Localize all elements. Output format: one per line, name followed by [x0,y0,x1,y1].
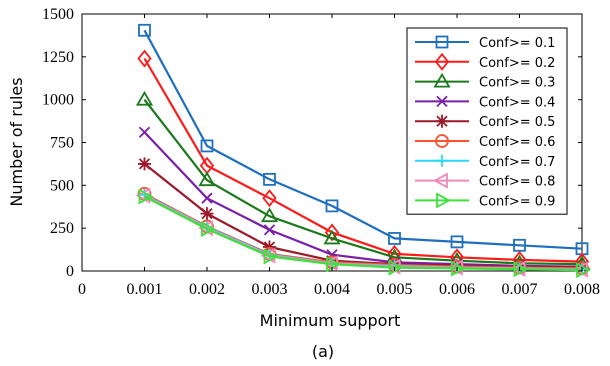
data-point [388,259,404,276]
legend-entry-3: Conf>= 0.3 [415,72,555,91]
x-tick-label: 0.002 [189,281,225,298]
legend-entry-5: Conf>= 0.5 [415,114,555,130]
series-layer [135,23,591,279]
legend-entry-1: Conf>= 0.1 [415,35,555,51]
x-tick-label: 0.007 [502,281,538,298]
series-9 [138,188,591,279]
legend-label: Conf>= 0.7 [479,155,555,170]
series-line [143,195,583,272]
legend-marker [436,192,451,209]
data-point [324,223,340,242]
x-tick-label: 0.008 [564,281,600,298]
legend-label: Conf>= 0.1 [479,36,555,51]
data-point [260,207,279,223]
legend-entry-9: Conf>= 0.9 [415,192,555,209]
data-point [138,188,154,205]
legend-marker [433,172,448,189]
legend-label: Conf>= 0.3 [479,76,555,91]
data-point [200,139,214,153]
legend-marker [433,72,451,88]
x-tick-label: 0.003 [252,281,288,298]
series-line [143,57,583,263]
legend-label: Conf>= 0.2 [479,56,555,71]
legend-marker [435,35,449,49]
data-point [323,229,341,245]
data-point [200,207,214,221]
legend-label: Conf>= 0.9 [479,194,555,209]
y-tick-label: 750 [50,135,74,152]
y-tick-label: 500 [50,177,74,194]
data-point [263,248,279,265]
legend-label: Conf>= 0.6 [479,135,555,150]
x-tick-label: 0.006 [439,281,475,298]
legend-entry-7: Conf>= 0.7 [415,154,555,170]
x-tick-label: 0.001 [127,281,163,298]
data-point [576,262,591,279]
axes-layer: 0 0.001 0.002 0.003 0.004 0.005 0.006 0.007 0.00… [42,6,600,298]
legend-label: Conf>= 0.8 [479,175,555,190]
x-tick-label: 0 [78,281,86,298]
x-axis-title: Minimum support [260,311,401,330]
y-tick-label: 1000 [42,92,74,109]
y-tick-label: 250 [50,220,74,237]
data-point [388,232,401,245]
data-point [198,171,216,187]
data-point [450,235,464,249]
legend-entry-2: Conf>= 0.2 [415,52,555,71]
data-point [135,90,154,106]
data-point [263,224,276,236]
data-point [138,126,151,138]
legend-marker [434,52,450,71]
figure-caption: (a) [312,342,334,361]
data-point [451,260,466,277]
legend-label: Conf>= 0.5 [479,115,555,130]
x-tick-label: 0.005 [377,281,413,298]
data-point [325,199,339,213]
data-point [513,238,526,252]
series-1 [138,23,589,256]
data-point [138,23,151,37]
data-point [137,49,152,68]
data-point [262,189,277,208]
legend-marker [435,134,449,148]
data-point [138,157,151,171]
legend-label: Conf>= 0.4 [479,95,555,110]
legend-entry-8: Conf>= 0.8 [415,172,555,190]
legend-entry-6: Conf>= 0.6 [415,134,555,150]
x-tick-label: 0.004 [314,281,350,298]
y-axis-title: Number of rules [7,77,26,206]
data-point [201,192,213,204]
legend-entry-4: Conf>= 0.4 [415,95,555,110]
legend: Conf>= 0.1 Conf>= 0.2 Conf>= 0.3 Conf>= 0.4… [406,27,568,215]
series-line [143,99,583,266]
y-tick-label: 1250 [42,49,74,66]
legend-marker [436,154,448,167]
data-point [201,221,216,238]
data-point [326,256,341,273]
y-tick-label: 0 [66,263,74,280]
series-line [143,29,583,250]
data-point [513,261,529,278]
legend-marker [436,95,448,108]
y-tick-label: 1500 [42,6,74,23]
data-point [263,172,276,186]
legend-marker [435,114,449,128]
